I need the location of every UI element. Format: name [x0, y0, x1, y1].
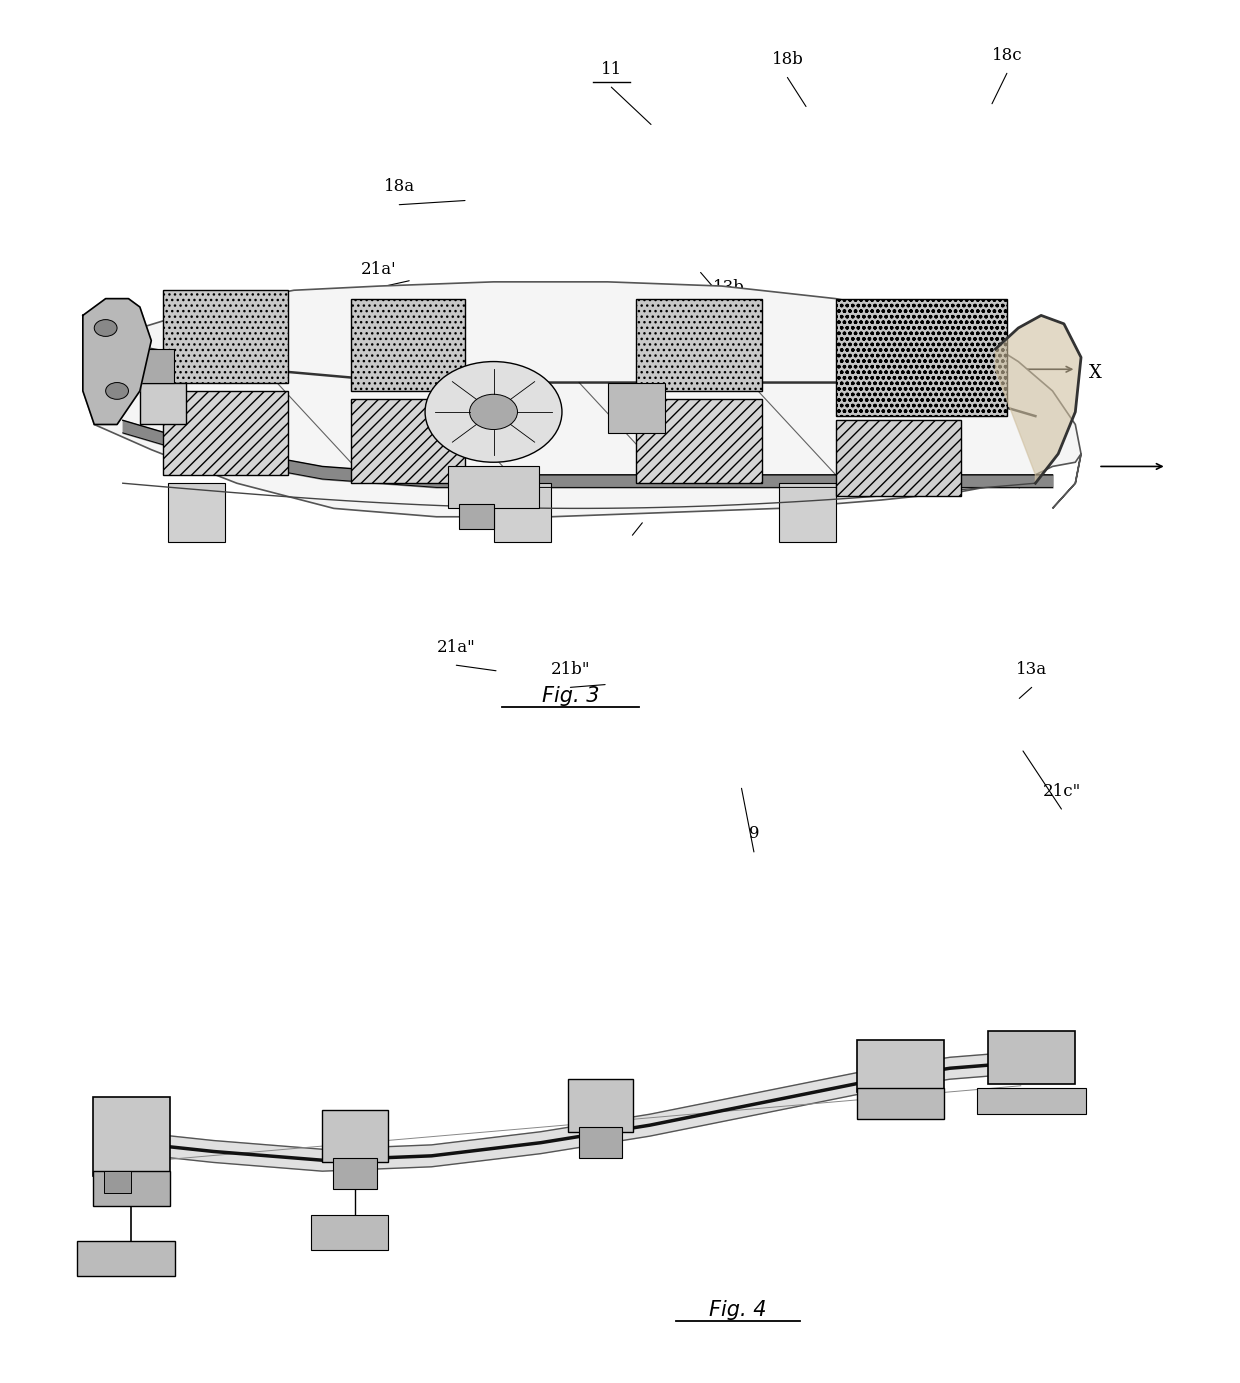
Bar [162, 290, 288, 383]
Text: Fig. 4: Fig. 4 [709, 1300, 766, 1319]
Text: 13a: 13a [1016, 661, 1048, 678]
Text: 18c: 18c [992, 47, 1022, 64]
Bar [608, 383, 665, 433]
Text: 21a": 21a" [436, 639, 476, 656]
Text: 24: 24 [91, 386, 113, 402]
Bar [579, 1127, 622, 1158]
Bar [448, 466, 539, 509]
Bar [459, 505, 494, 530]
Text: 21c": 21c" [1043, 783, 1080, 799]
Bar [857, 1088, 945, 1119]
Circle shape [94, 319, 117, 336]
Bar [162, 391, 288, 474]
Bar [977, 1088, 1086, 1115]
Polygon shape [83, 299, 151, 425]
Bar [779, 483, 836, 542]
Text: X: X [1089, 364, 1101, 383]
Bar [836, 299, 1007, 416]
Bar [311, 1216, 388, 1250]
Text: 13b: 13b [1025, 414, 1058, 430]
Circle shape [470, 394, 517, 430]
Text: 11: 11 [600, 61, 622, 77]
Text: Fig. 3: Fig. 3 [542, 686, 599, 705]
Text: 22: 22 [203, 340, 226, 357]
Bar [568, 1079, 634, 1131]
Bar [169, 483, 226, 542]
Bar [104, 1171, 131, 1194]
Bar [351, 400, 465, 483]
Polygon shape [94, 282, 1081, 517]
Circle shape [425, 361, 562, 462]
Text: 18a: 18a [383, 178, 415, 195]
Bar [351, 299, 465, 391]
Bar [636, 400, 761, 483]
Text: 21b': 21b' [843, 373, 880, 390]
Text: 21b": 21b" [551, 661, 590, 678]
Bar [636, 299, 761, 391]
Bar [140, 349, 174, 383]
Bar [857, 1040, 945, 1093]
Bar [836, 420, 961, 495]
Polygon shape [131, 1052, 1032, 1171]
Bar [77, 1242, 175, 1277]
Circle shape [105, 383, 129, 400]
Bar [334, 1158, 377, 1189]
Bar [140, 383, 186, 425]
Text: 16: 16 [476, 285, 498, 301]
Text: 18b: 18b [771, 51, 804, 68]
Bar [93, 1171, 170, 1206]
Text: 9: 9 [749, 826, 759, 842]
Bar [494, 483, 551, 542]
Text: 13a: 13a [626, 496, 658, 513]
Bar [322, 1109, 388, 1162]
Text: 13a: 13a [172, 459, 205, 476]
Bar [988, 1032, 1075, 1084]
Polygon shape [996, 315, 1081, 483]
Text: 13b: 13b [713, 279, 745, 296]
Text: 13b: 13b [105, 306, 138, 322]
Bar [93, 1097, 170, 1176]
Text: 21a': 21a' [361, 261, 396, 278]
Text: 21c': 21c' [1002, 462, 1037, 479]
